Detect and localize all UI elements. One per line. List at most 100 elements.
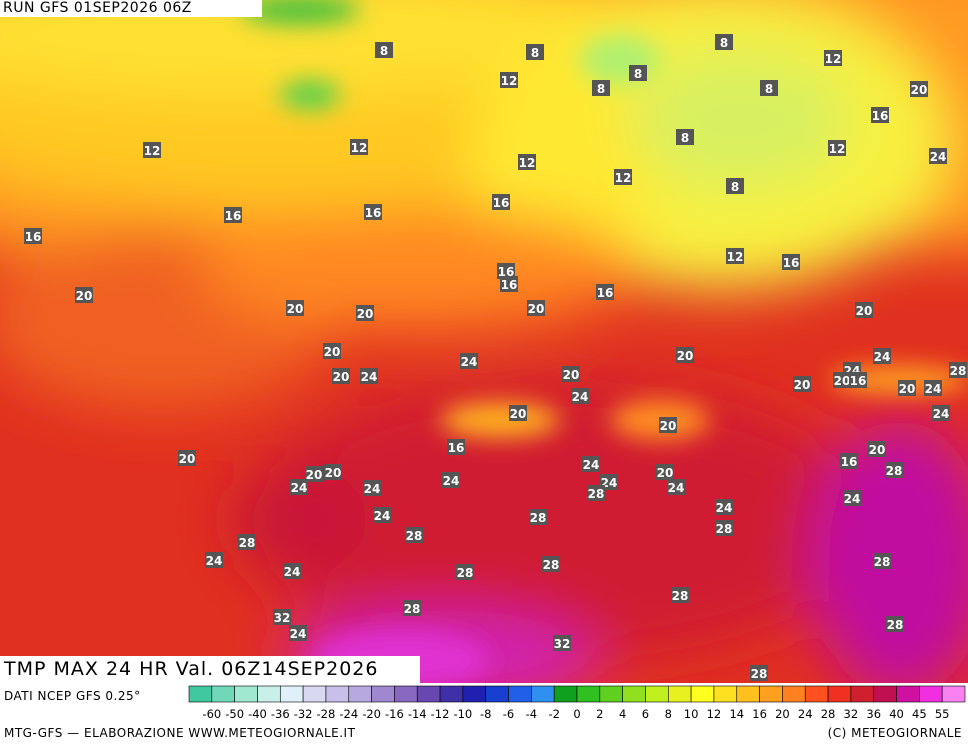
contour-label-box [178, 450, 196, 466]
contour-label-box [375, 42, 393, 58]
legend-label: -60 [202, 707, 221, 721]
contour-label: 16 [225, 209, 242, 223]
run-header: RUN GFS 01SEP2026 06Z [0, 0, 262, 17]
legend-label: 4 [619, 707, 626, 721]
contour-label-box [273, 609, 291, 625]
contour-label-box [364, 204, 382, 220]
legend-swatch [439, 685, 464, 703]
contour-label: 12 [351, 141, 368, 155]
contour-label-box [456, 564, 474, 580]
contour-label: 8 [731, 180, 739, 194]
contour-label-box [843, 490, 861, 506]
contour-label: 20 [510, 407, 527, 421]
contour-label-box [289, 625, 307, 641]
contour-label: 28 [716, 522, 733, 536]
legend-swatch [667, 685, 692, 703]
contour-label: 28 [543, 558, 560, 572]
contour-label-box [460, 353, 478, 369]
contour-label-box [403, 600, 421, 616]
contour-label-box [671, 587, 689, 603]
legend-label: 6 [642, 707, 649, 721]
contour-label: 20 [179, 452, 196, 466]
legend-label: 0 [573, 707, 580, 721]
contour-label-box [205, 552, 223, 568]
contour-label: 20 [287, 302, 304, 316]
contour-label: 16 [841, 455, 858, 469]
legend-swatch [827, 685, 852, 703]
legend-swatch [371, 685, 395, 703]
contour-label: 28 [672, 589, 689, 603]
legend-swatch [645, 685, 669, 703]
contour-label: 16 [850, 374, 867, 388]
contour-label: 28 [530, 511, 547, 525]
contour-label-box [868, 441, 886, 457]
contour-label-box [238, 534, 256, 550]
contour-label: 12 [825, 52, 842, 66]
contour-label: 20 [324, 345, 341, 359]
legend-label: -40 [248, 707, 267, 721]
legend-label: 36 [866, 707, 881, 721]
contour-label: 20 [869, 443, 886, 457]
legend-swatch [348, 685, 372, 703]
color-legend: -60 -50 -40 -36 -32 -28 -24 -20 -16 -14 -12 -10 -8 -6… [188, 685, 966, 721]
contour-label-box [553, 635, 571, 651]
legend-swatch [576, 685, 601, 703]
legend-label: -14 [408, 707, 427, 721]
contour-label: 24 [374, 509, 391, 523]
legend-swatch [850, 685, 875, 703]
contour-label: 28 [950, 364, 967, 378]
legend-label: 28 [821, 707, 836, 721]
contour-label: 24 [583, 458, 600, 472]
contour-label: 24 [933, 407, 950, 421]
contour-label: 24 [844, 492, 861, 506]
contour-label: 8 [597, 82, 605, 96]
legend-label: -32 [294, 707, 313, 721]
contour-label: 20 [563, 368, 580, 382]
legend-swatch [941, 685, 966, 703]
contour-label: 24 [443, 474, 460, 488]
contour-label-box [760, 80, 778, 96]
contour-label: 12 [829, 142, 846, 156]
contour-label-box [500, 276, 518, 292]
contour-label-box [492, 194, 510, 210]
contour-label-box [332, 368, 350, 384]
legend-swatch [736, 685, 760, 703]
contour-label-box [715, 499, 733, 515]
contour-label-box [283, 563, 301, 579]
legend-swatch [531, 685, 555, 703]
contour-label: 24 [461, 355, 478, 369]
contour-label-box [676, 347, 694, 363]
legend-label: 45 [912, 707, 927, 721]
legend-swatch [234, 685, 258, 703]
contour-label-box [614, 169, 632, 185]
contour-label: 8 [765, 82, 773, 96]
contour-label: 16 [365, 206, 382, 220]
contour-label: 16 [448, 441, 465, 455]
contour-label: 20 [856, 304, 873, 318]
contour-label: 24 [364, 482, 381, 496]
contour-label-box [726, 248, 744, 264]
contour-label: 20 [325, 466, 342, 480]
legend-label: 24 [798, 707, 813, 721]
contour-label: 12 [519, 156, 536, 170]
legend-swatch [690, 685, 715, 703]
contour-label-box [793, 376, 811, 392]
contour-label: 28 [239, 536, 256, 550]
contour-label-box [885, 462, 903, 478]
contour-label: 20 [899, 382, 916, 396]
contour-label-box [824, 50, 842, 66]
contour-label-box [143, 142, 161, 158]
contour-label-box [24, 228, 42, 244]
legend-label: -2 [548, 707, 559, 721]
contour-label: 16 [25, 230, 42, 244]
contour-label-box [526, 44, 544, 60]
contour-label: 24 [874, 350, 891, 364]
contour-label-box [949, 362, 967, 378]
contour-label: 8 [380, 44, 388, 58]
legend-swatch [713, 685, 738, 703]
contour-label: 28 [887, 618, 904, 632]
contour-label: 28 [874, 555, 891, 569]
contour-label: 12 [144, 144, 161, 158]
legend-label: -6 [503, 707, 514, 721]
contour-label: 20 [76, 289, 93, 303]
